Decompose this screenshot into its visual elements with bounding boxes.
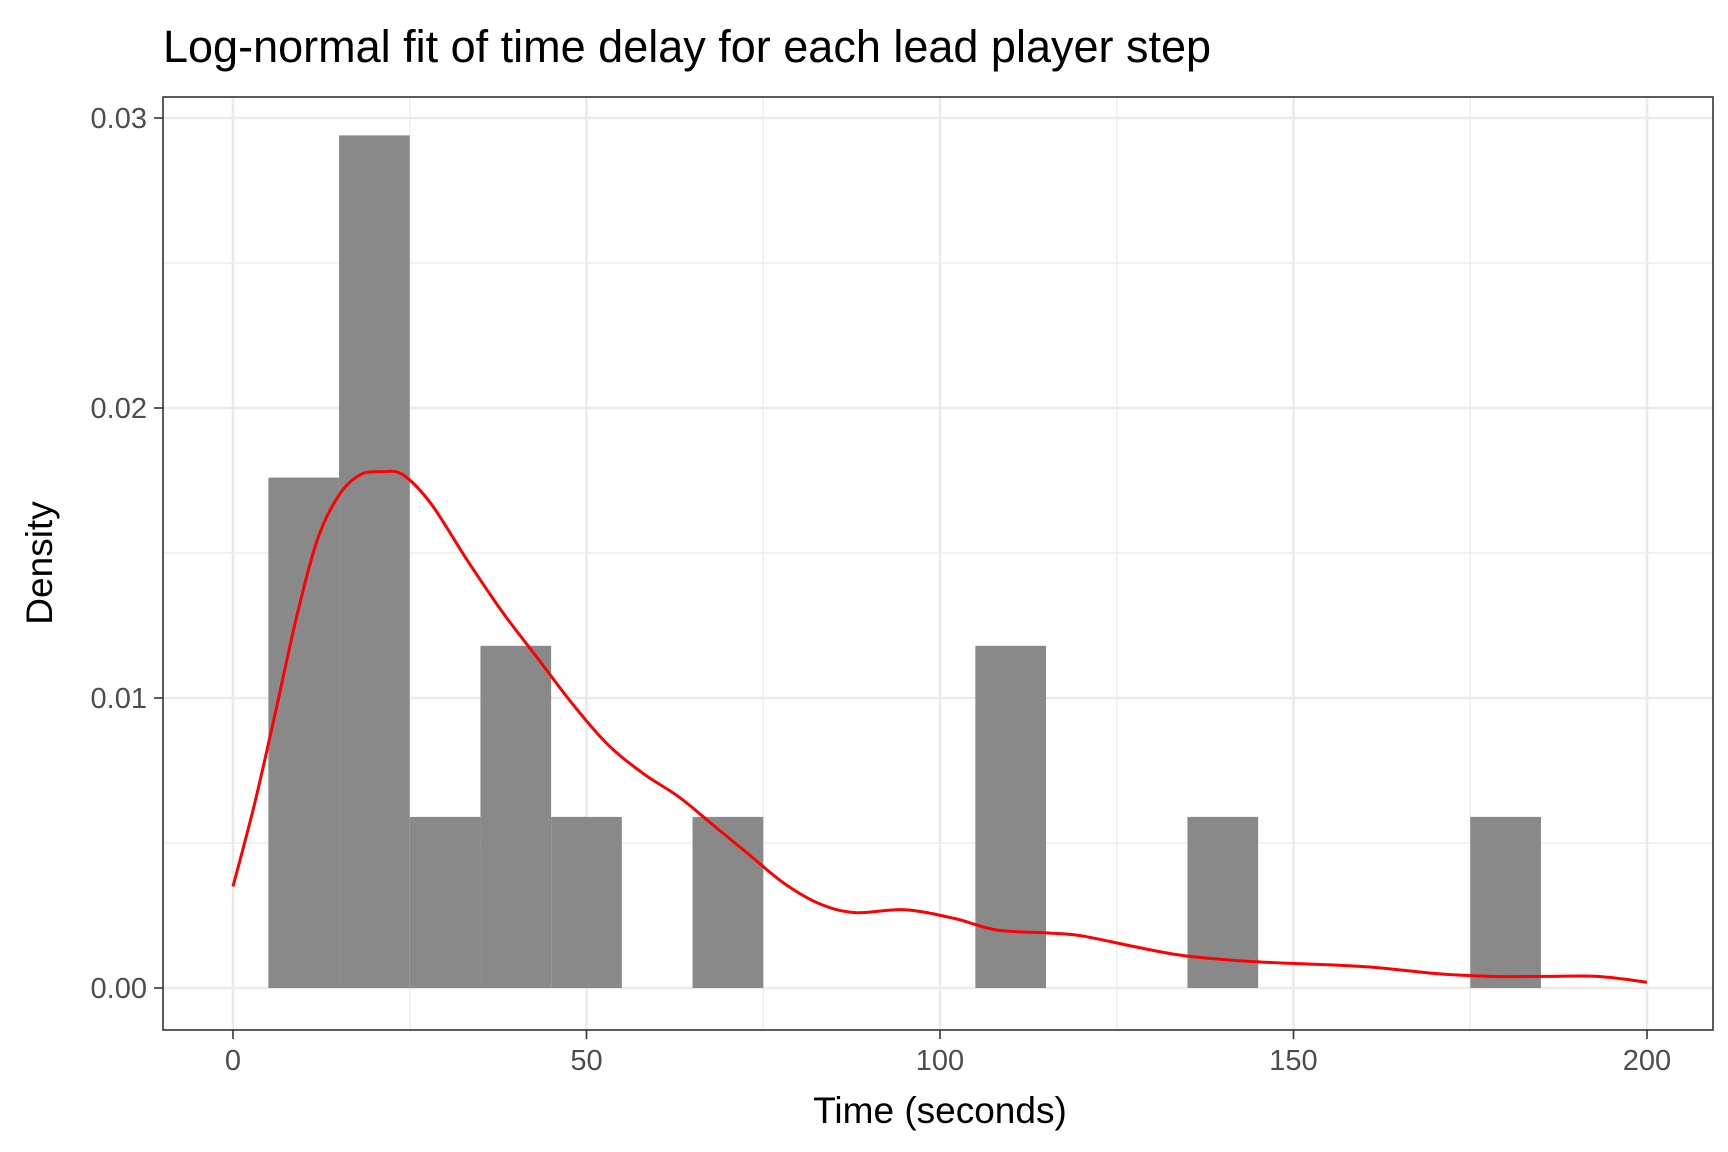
x-tick-label: 150 <box>1269 1045 1317 1077</box>
histogram-bar <box>551 816 622 988</box>
x-axis: 0 50 100 150 200 <box>225 1030 1671 1077</box>
panel-border <box>162 96 1714 1031</box>
histogram-bar <box>339 135 410 988</box>
x-tick-label: 200 <box>1623 1045 1671 1077</box>
histogram-bar <box>480 645 552 988</box>
histogram-bar <box>975 645 1047 988</box>
x-tick-label: 0 <box>225 1045 241 1077</box>
x-tick-label: 100 <box>916 1045 964 1077</box>
y-axis-title: Density <box>19 501 60 625</box>
x-tick-label: 50 <box>570 1045 602 1077</box>
y-tick-label: 0.03 <box>91 103 147 135</box>
x-axis-title: Time (seconds) <box>813 1090 1067 1131</box>
histogram-bar <box>268 477 340 988</box>
histogram-bar <box>409 816 481 988</box>
plot-panel <box>162 96 1714 1031</box>
y-tick-label: 0.02 <box>91 393 147 425</box>
chart-title: Log-normal fit of time delay for each le… <box>163 21 1211 72</box>
y-axis: 0.00 0.01 0.02 0.03 <box>91 103 163 1005</box>
y-tick-label: 0.00 <box>91 973 147 1005</box>
histogram-bar <box>692 816 764 988</box>
density-curve <box>231 469 1648 984</box>
y-tick-label: 0.01 <box>91 683 147 715</box>
histogram-bar <box>1470 816 1541 988</box>
